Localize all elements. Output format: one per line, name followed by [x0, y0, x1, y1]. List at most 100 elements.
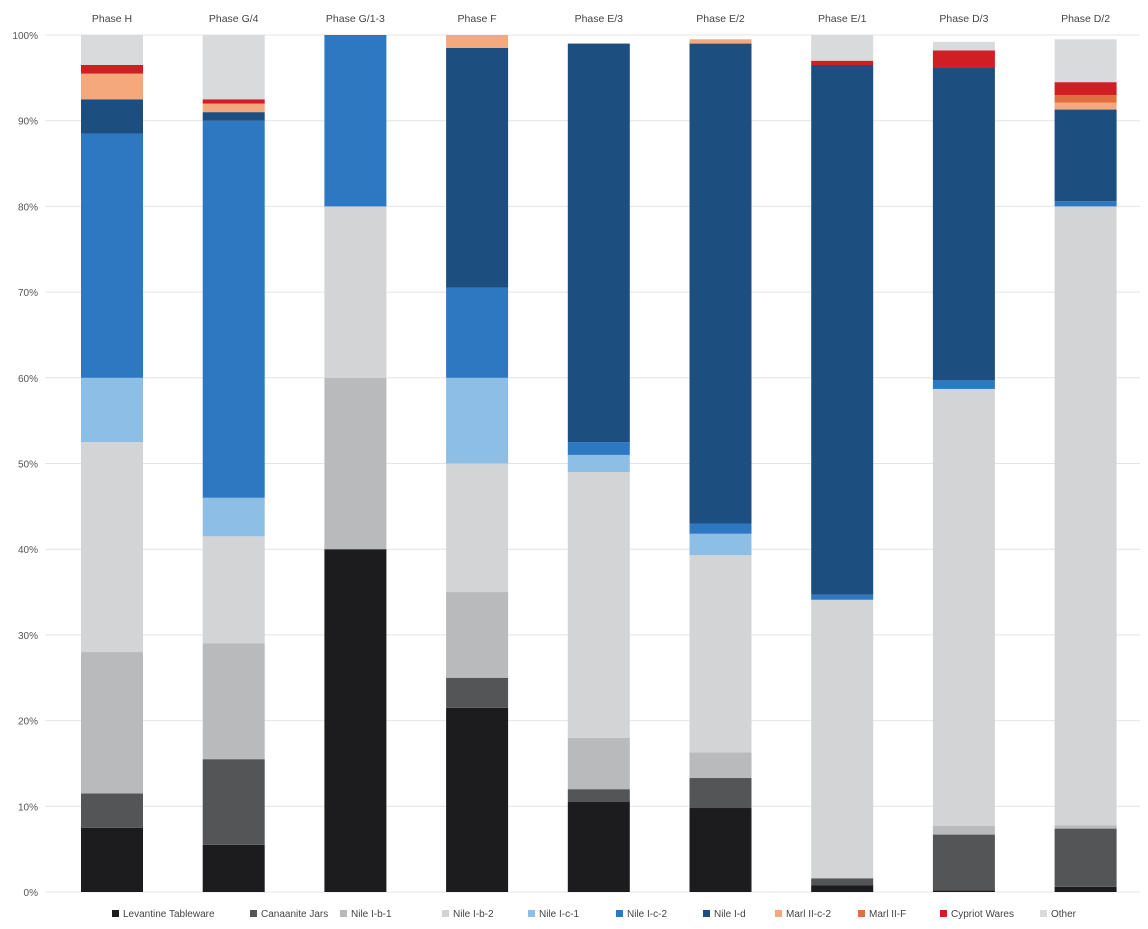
- legend-marker: [940, 910, 947, 917]
- category-label: Phase E/1: [818, 13, 867, 25]
- bar-segment: [689, 555, 752, 753]
- bar-segment: [1054, 206, 1117, 826]
- bar-segment: [689, 752, 752, 779]
- legend: Levantine Tableware Canaanite Jars Nile I-…: [112, 909, 1077, 920]
- bar-segment: [324, 206, 387, 378]
- bar-segment: [689, 778, 752, 809]
- bar-segment: [324, 377, 387, 550]
- bar-segment: [1054, 201, 1117, 207]
- bar-segment: [567, 802, 630, 892]
- bar-segment: [1054, 886, 1117, 892]
- bar-segment: [567, 454, 630, 473]
- legend-marker: [340, 910, 347, 917]
- bar-segment: [811, 599, 874, 879]
- bar-segment: [932, 41, 995, 51]
- y-tick-label: 90%: [18, 117, 38, 128]
- bar-segment: [567, 789, 630, 803]
- bar-segment: [81, 73, 143, 100]
- legend-label: Nile I-c-2: [627, 909, 667, 920]
- legend-marker: [442, 910, 449, 917]
- bar-segment: [689, 523, 752, 534]
- y-tick-label: 30%: [18, 631, 38, 642]
- bar-segment: [202, 112, 265, 121]
- y-tick-label: 60%: [18, 374, 38, 385]
- bar-segment: [932, 380, 995, 389]
- bar-segment: [567, 43, 630, 443]
- bar-segment: [202, 844, 265, 892]
- bar-segment: [202, 99, 265, 104]
- bar-segment: [689, 533, 752, 556]
- category-label: Phase E/3: [575, 13, 624, 25]
- bar-segment: [932, 890, 995, 892]
- bar-segment: [689, 808, 752, 892]
- bar-segment: [811, 594, 874, 600]
- legend-marker: [250, 910, 257, 917]
- legend-label: Marl II-F: [869, 909, 906, 920]
- bar-segment: [202, 643, 265, 760]
- legend-label: Cypriot Wares: [951, 909, 1014, 920]
- bar-segment: [202, 759, 265, 845]
- category-label: Phase G/4: [209, 13, 259, 25]
- category-label: Phase F: [458, 13, 497, 25]
- bar-segment: [567, 442, 630, 455]
- bar-segment: [81, 35, 143, 65]
- bar-segment: [1054, 825, 1117, 829]
- bar-segment: [567, 737, 630, 790]
- bar-segment: [1054, 82, 1117, 95]
- bar-segment: [81, 377, 143, 443]
- category-label: Phase D/2: [1061, 13, 1110, 25]
- bar-segment: [811, 60, 874, 65]
- category-label: Phase E/2: [696, 13, 745, 25]
- bar-segment: [81, 99, 143, 134]
- legend-label: Levantine Tableware: [123, 909, 215, 920]
- legend-marker: [528, 910, 535, 917]
- bars: [81, 35, 1117, 892]
- bar-segment: [81, 133, 143, 378]
- category-label: Phase D/3: [939, 13, 988, 25]
- bar-segment: [324, 549, 387, 892]
- legend-label: Nile I-b-1: [351, 909, 392, 920]
- bar-segment: [1054, 102, 1117, 110]
- bar-segment: [811, 64, 874, 595]
- bar-segment: [446, 677, 509, 708]
- y-tick-label: 40%: [18, 545, 38, 556]
- bar-segment: [811, 878, 874, 886]
- y-tick-label: 0%: [24, 888, 39, 899]
- legend-marker: [616, 910, 623, 917]
- legend-label: Canaanite Jars: [261, 909, 328, 920]
- bar-segment: [446, 463, 509, 593]
- bar-segment: [202, 120, 265, 498]
- bar-segment: [1054, 109, 1117, 202]
- bar-segment: [932, 50, 995, 68]
- legend-label: Marl II-c-2: [786, 909, 831, 920]
- legend-marker: [112, 910, 119, 917]
- legend-marker: [775, 910, 782, 917]
- bar-segment: [446, 287, 509, 378]
- legend-label: Nile I-d: [714, 909, 746, 920]
- legend-label: Nile I-b-2: [453, 909, 494, 920]
- category-label: Phase H: [92, 13, 132, 25]
- category-label: Phase G/1-3: [326, 13, 385, 25]
- bar-segment: [932, 826, 995, 835]
- bar-segment: [81, 827, 143, 892]
- bar-segment: [446, 707, 509, 892]
- bar-segment: [446, 35, 509, 48]
- bar-segment: [446, 592, 509, 678]
- bar-segment: [1054, 94, 1117, 103]
- bar-segment: [689, 43, 752, 524]
- bar-segment: [446, 377, 509, 464]
- bar-segment: [81, 652, 143, 794]
- bar-segment: [932, 67, 995, 381]
- y-tick-label: 20%: [18, 717, 38, 728]
- bar-segment: [1054, 39, 1117, 83]
- bar-segment: [811, 35, 874, 61]
- bar-segment: [811, 885, 874, 892]
- legend-label: Other: [1051, 909, 1077, 920]
- bar-segment: [689, 39, 752, 44]
- y-tick-label: 50%: [18, 460, 38, 471]
- bar-segment: [81, 64, 143, 74]
- y-tick-label: 70%: [18, 288, 38, 299]
- legend-marker: [703, 910, 710, 917]
- bar-segment: [932, 388, 995, 827]
- y-tick-label: 10%: [18, 802, 38, 813]
